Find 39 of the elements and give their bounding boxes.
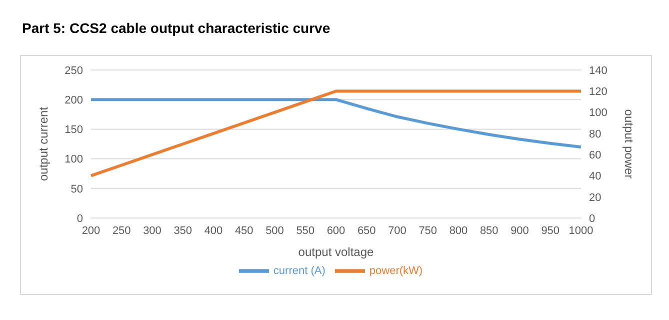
x-tick-label: 1000 bbox=[568, 224, 594, 237]
x-tick-label: 250 bbox=[112, 224, 131, 237]
x-tick-label: 350 bbox=[174, 224, 192, 237]
y-tick-label: 200 bbox=[64, 94, 83, 107]
y2-tick-label: 80 bbox=[589, 128, 602, 140]
x-tick-label: 400 bbox=[204, 224, 223, 237]
legend-label: current (A) bbox=[273, 264, 326, 277]
y2-tick-label: 40 bbox=[589, 170, 602, 183]
y-tick-label: 50 bbox=[70, 183, 83, 196]
y-tick-label: 0 bbox=[76, 212, 83, 225]
y-axis-title: output current bbox=[36, 106, 50, 182]
y2-tick-label: 0 bbox=[589, 212, 596, 225]
line-series bbox=[90, 90, 582, 178]
x-axis-title: output voltage bbox=[298, 245, 374, 259]
y2-tick-label: 60 bbox=[589, 149, 602, 162]
y-tick-label: 250 bbox=[64, 64, 83, 77]
x-tick-label: 200 bbox=[82, 224, 100, 237]
x-tick-label: 650 bbox=[357, 224, 376, 237]
y2-tick-label: 100 bbox=[589, 107, 608, 120]
x-tick-label: 700 bbox=[388, 224, 406, 237]
x-tick-label: 450 bbox=[234, 224, 254, 237]
x-tick-label: 300 bbox=[143, 224, 162, 237]
x-tick-label: 750 bbox=[418, 224, 438, 237]
x-tick-label: 550 bbox=[296, 224, 315, 237]
y-tick-label: 150 bbox=[64, 124, 83, 136]
legend-label: power(kW) bbox=[369, 264, 423, 277]
x-tick-label: 500 bbox=[266, 224, 284, 237]
y2-axis-title: output power bbox=[622, 109, 636, 179]
line-series bbox=[90, 98, 582, 148]
x-tick-label: 600 bbox=[326, 224, 346, 237]
y2-tick-label: 140 bbox=[589, 64, 608, 77]
x-tick-label: 950 bbox=[541, 224, 560, 237]
x-tick-label: 800 bbox=[449, 224, 468, 237]
y2-tick-label: 120 bbox=[589, 86, 608, 98]
y2-tick-label: 20 bbox=[589, 192, 602, 204]
chart-title: Part 5: CCS2 cable output characteristic curve bbox=[22, 20, 330, 36]
x-tick-label: 900 bbox=[510, 224, 529, 237]
y-tick-label: 100 bbox=[64, 154, 83, 166]
x-tick-label: 850 bbox=[480, 224, 498, 237]
